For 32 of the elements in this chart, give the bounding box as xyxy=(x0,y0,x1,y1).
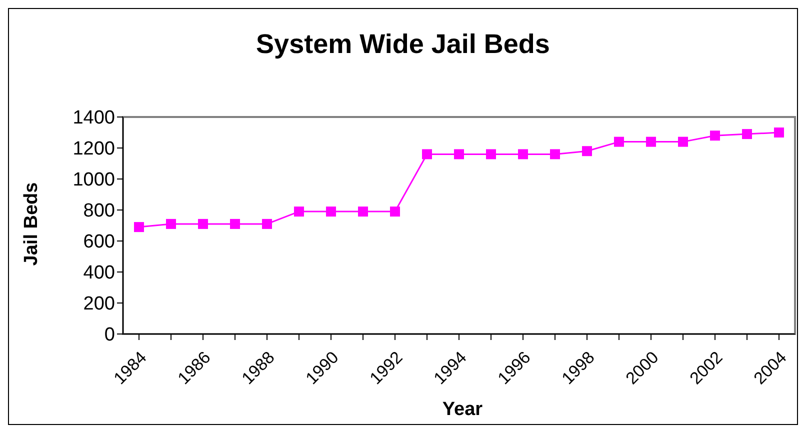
chart-title: System Wide Jail Beds xyxy=(255,29,551,60)
point xyxy=(134,222,144,232)
point xyxy=(518,149,528,160)
point xyxy=(262,218,272,229)
point xyxy=(486,149,496,160)
y-tick-label: 400 xyxy=(83,262,115,284)
point xyxy=(294,206,304,217)
y-axis-title: Jail Beds xyxy=(21,182,43,266)
point xyxy=(358,206,368,217)
point xyxy=(326,206,336,217)
point xyxy=(614,136,624,147)
point xyxy=(646,136,656,147)
y-tick-label: 1200 xyxy=(72,138,115,160)
y-tick-label: 1400 xyxy=(72,108,115,129)
point xyxy=(774,128,784,138)
point xyxy=(678,136,688,147)
point xyxy=(454,149,464,160)
y-tick-label: 200 xyxy=(83,294,115,315)
point xyxy=(582,146,592,156)
point xyxy=(230,218,240,229)
point xyxy=(710,130,720,141)
point xyxy=(198,218,208,229)
y-tick-label: 800 xyxy=(83,200,115,222)
point xyxy=(550,149,560,160)
y-tick-label: 1000 xyxy=(72,170,115,191)
point xyxy=(422,149,432,160)
point xyxy=(742,129,752,140)
point xyxy=(390,206,400,217)
y-tick-label: 600 xyxy=(83,232,115,253)
x-axis-title: Year xyxy=(441,399,484,421)
y-tick-label: 0 xyxy=(104,324,115,346)
point xyxy=(166,218,176,229)
